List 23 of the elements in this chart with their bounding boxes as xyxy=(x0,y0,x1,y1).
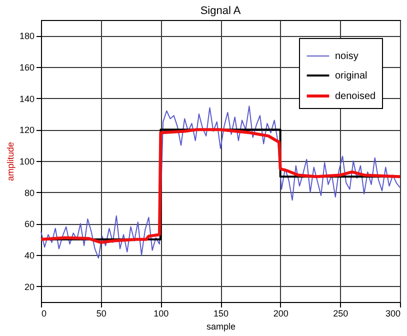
x-tick-label: 0 xyxy=(42,308,47,318)
legend-label: noisy xyxy=(335,51,358,62)
x-axis-title: sample xyxy=(206,322,236,332)
x-tick-label: 300 xyxy=(385,308,400,318)
x-tick-label: 150 xyxy=(213,308,229,318)
y-tick-label: 120 xyxy=(19,125,34,136)
y-tick-label: 80 xyxy=(24,188,34,198)
y-axis-title: amplitude xyxy=(5,142,16,182)
x-tick-label: 200 xyxy=(273,308,288,318)
y-tick-label: 140 xyxy=(19,94,34,104)
y-tick-label: 100 xyxy=(19,156,34,166)
legend-label: original xyxy=(335,70,368,82)
y-tick-label: 20 xyxy=(24,282,34,292)
chart-title: Signal A xyxy=(200,5,242,17)
x-tick-label: 50 xyxy=(96,308,106,318)
line-series xyxy=(40,106,400,259)
x-tick-label: 250 xyxy=(333,308,348,318)
y-tick-label: 40 xyxy=(24,250,34,260)
y-tick-label: 180 xyxy=(19,31,34,42)
x-tick-label: 100 xyxy=(154,308,169,318)
y-tick-label: 60 xyxy=(24,219,34,230)
y-tick-label: 160 xyxy=(19,62,34,72)
legend-label: denoised xyxy=(335,91,376,102)
